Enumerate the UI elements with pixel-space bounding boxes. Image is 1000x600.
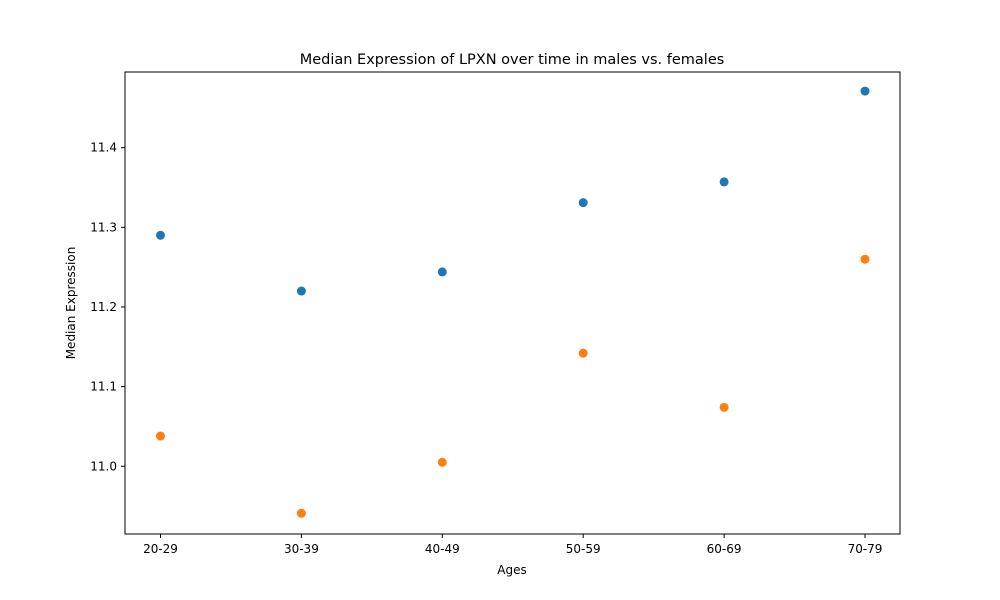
data-points	[156, 86, 870, 518]
series-1-point	[156, 230, 165, 240]
x-axis: 20-29 30-39 40-49 50-59 60-69 70-79	[143, 534, 882, 556]
series-1-point	[719, 177, 729, 187]
series-2-point	[578, 348, 588, 358]
series-1-point	[437, 267, 447, 277]
y-axis-label: Median Expression	[64, 247, 78, 360]
x-tick-label: 20-29	[143, 542, 178, 556]
y-tick-label: 11.1	[90, 380, 117, 394]
chart-title: Median Expression of LPXN over time in m…	[300, 52, 725, 68]
y-tick-label: 11.3	[90, 220, 117, 234]
y-tick-label: 11.0	[90, 459, 117, 473]
series-2-point	[719, 402, 729, 412]
series-2-point	[296, 508, 306, 518]
x-tick-label: 60-69	[707, 542, 742, 556]
x-tick-label: 50-59	[566, 542, 601, 556]
series-2-point	[437, 457, 447, 467]
series-1-point	[296, 286, 306, 296]
x-tick-label: 70-79	[848, 542, 883, 556]
plot-area	[124, 71, 901, 535]
x-tick-label: 40-49	[425, 542, 460, 556]
series-2-point	[860, 254, 870, 264]
x-tick-label: 30-39	[284, 542, 319, 556]
x-axis-label: Ages	[497, 563, 526, 577]
y-tick-label: 11.2	[90, 300, 117, 314]
y-tick-label: 11.4	[90, 141, 117, 155]
series-1-point	[578, 198, 588, 208]
series-2-point	[156, 431, 165, 441]
series-1-point	[860, 86, 870, 96]
y-axis: 11.0 11.1 11.2 11.3 11.4	[90, 141, 125, 473]
